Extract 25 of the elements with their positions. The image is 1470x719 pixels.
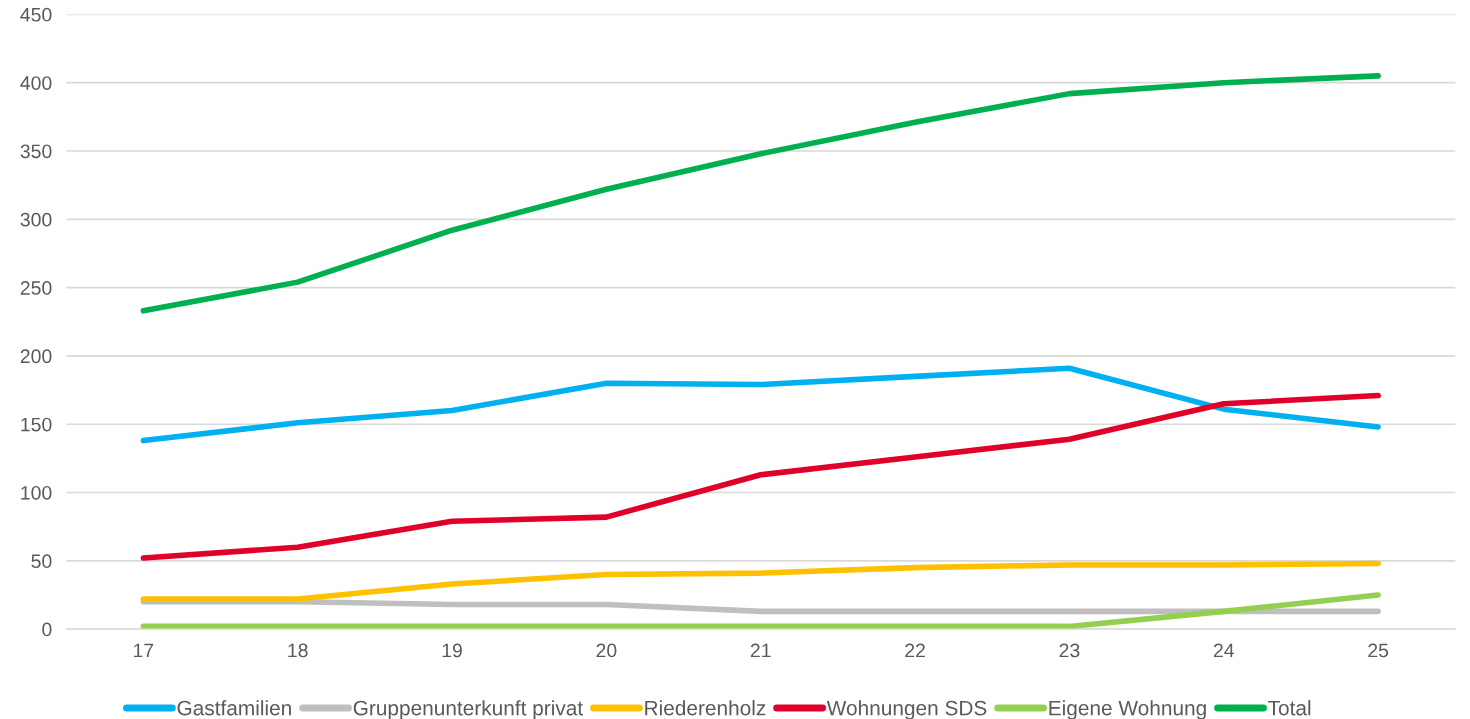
y-tick-label: 0 (42, 622, 52, 637)
y-tick-label: 100 (21, 485, 52, 500)
x-tick-label: 25 (1368, 643, 1389, 658)
x-tick-label: 18 (288, 643, 308, 658)
legend-label: Riederenholz (645, 700, 766, 716)
y-tick-label: 300 (20, 212, 52, 227)
y-tick-label: 250 (20, 281, 52, 295)
legend-label: Gastfamilien (177, 700, 291, 716)
x-tick-label: 19 (442, 643, 462, 658)
y-tick-label: 450 (20, 7, 52, 22)
x-tick-label: 20 (596, 643, 617, 658)
x-tick-label: 24 (1213, 643, 1235, 658)
y-tick-label: 400 (20, 76, 52, 90)
y-tick-label: 150 (21, 417, 52, 432)
y-tick-label: 50 (31, 554, 52, 569)
legend-label: Total (1268, 700, 1311, 716)
legend-label: Gruppenunterkunft privat (353, 700, 583, 719)
x-tick-label: 22 (905, 643, 925, 658)
x-tick-label: 17 (133, 643, 154, 658)
legend-label: Wohnungen SDS (826, 700, 987, 719)
y-tick-label: 200 (20, 349, 52, 364)
x-tick-label: 23 (1059, 643, 1080, 658)
legend-label: Eigene Wohnung (1049, 700, 1206, 719)
x-tick-label: 21 (750, 643, 771, 658)
y-tick-label: 350 (20, 144, 52, 159)
